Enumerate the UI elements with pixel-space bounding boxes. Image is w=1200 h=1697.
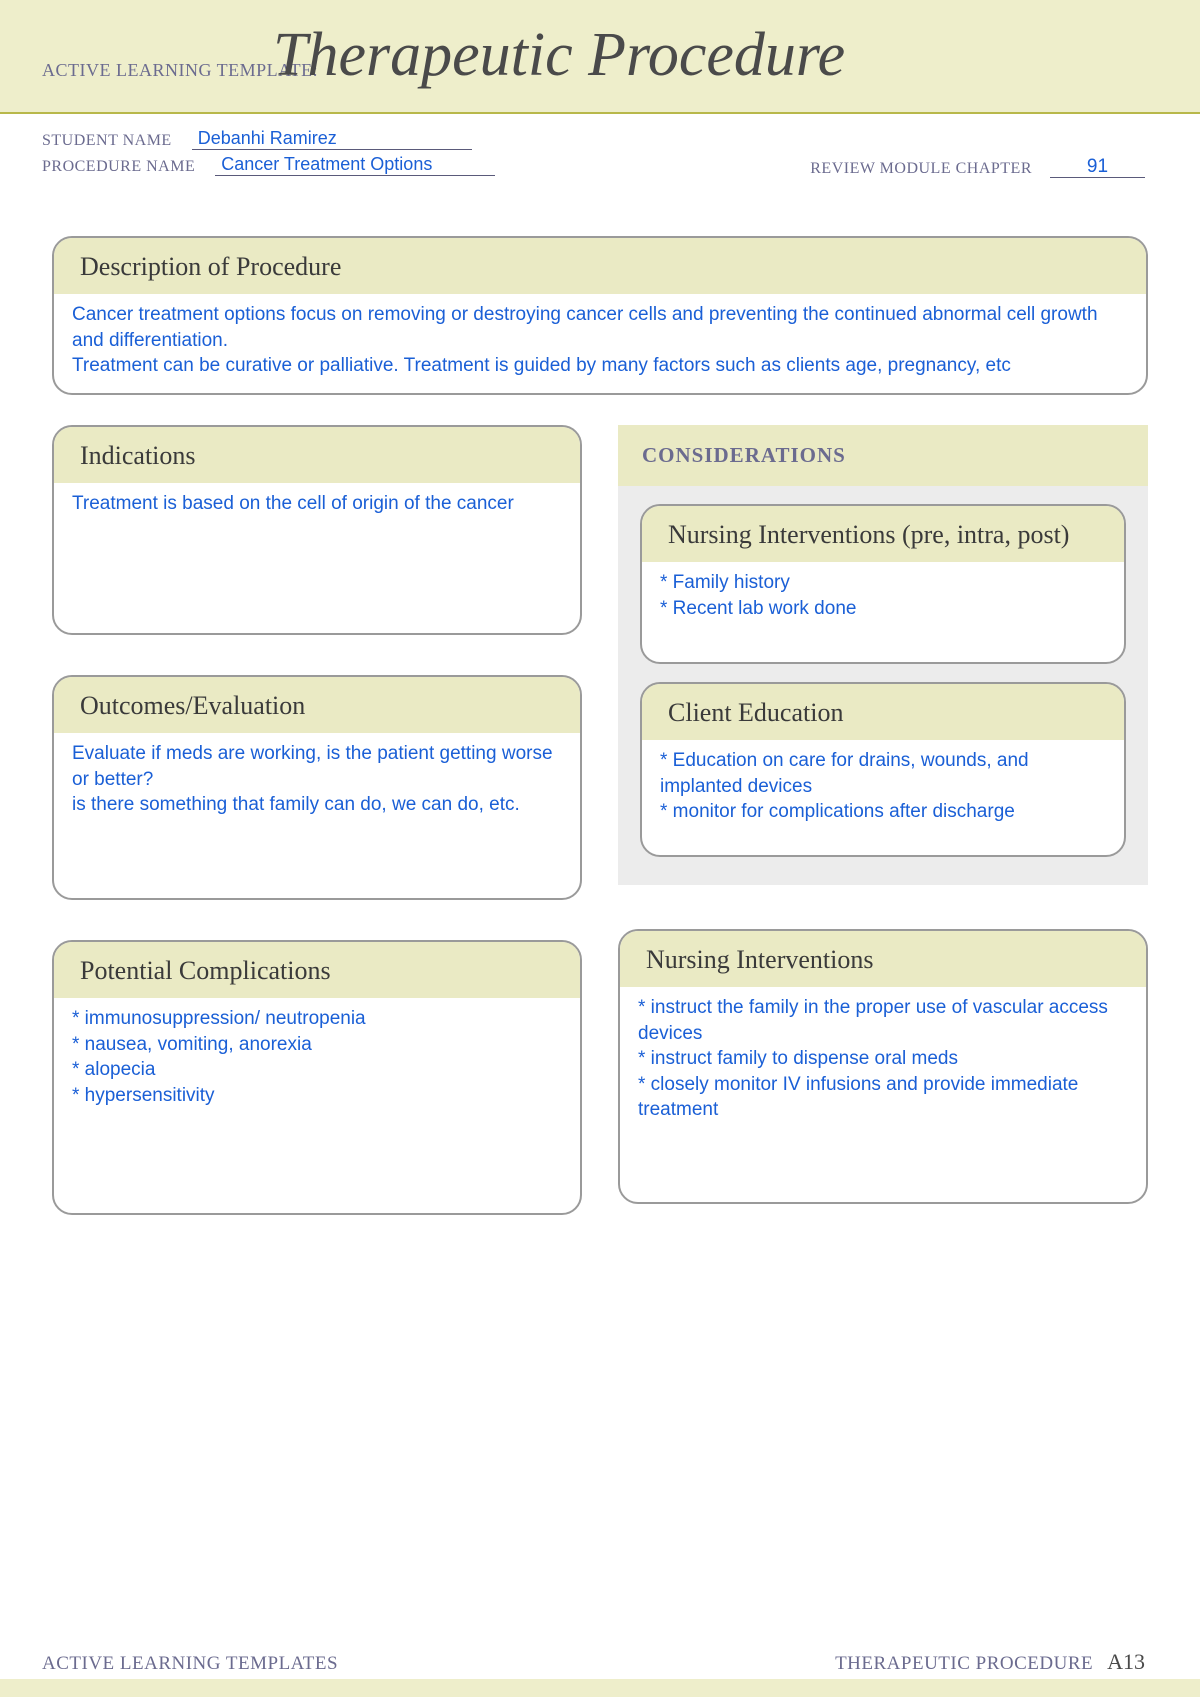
footer-left: ACTIVE LEARNING TEMPLATES [42, 1653, 338, 1675]
header-band: ACTIVE LEARNING TEMPLATE: Therapeutic Pr… [0, 0, 1200, 114]
client-education-body: * Education on care for drains, wounds, … [642, 740, 1124, 855]
content-area: Description of Procedure Cancer treatmen… [0, 192, 1200, 1215]
nursing-pre-body: * Family history * Recent lab work done [642, 562, 1124, 662]
nursing-interventions-body: * instruct the family in the proper use … [620, 987, 1146, 1202]
nursing-pre-title: Nursing Interventions (pre, intra, post) [642, 506, 1124, 562]
nursing-interventions-title: Nursing Interventions [620, 931, 1146, 987]
chapter-value: 91 [1050, 156, 1145, 178]
footer-right: THERAPEUTIC PROCEDURE [835, 1653, 1093, 1674]
nursing-interventions-box: Nursing Interventions * instruct the fam… [618, 929, 1148, 1204]
indications-body: Treatment is based on the cell of origin… [54, 483, 580, 633]
indications-title: Indications [54, 427, 580, 483]
info-row: STUDENT NAME Debanhi Ramirez PROCEDURE N… [0, 114, 1200, 192]
complications-title: Potential Complications [54, 942, 580, 998]
outcomes-title: Outcomes/Evaluation [54, 677, 580, 733]
chapter-label: REVIEW MODULE CHAPTER [810, 160, 1032, 178]
procedure-name-label: PROCEDURE NAME [42, 158, 195, 176]
outcomes-body: Evaluate if meds are working, is the pat… [54, 733, 580, 898]
outcomes-box: Outcomes/Evaluation Evaluate if meds are… [52, 675, 582, 900]
footer-page: A13 [1107, 1649, 1145, 1674]
page-title: Therapeutic Procedure [273, 20, 845, 91]
client-education-box: Client Education * Education on care for… [640, 682, 1126, 857]
description-box: Description of Procedure Cancer treatmen… [52, 236, 1148, 395]
indications-box: Indications Treatment is based on the ce… [52, 425, 582, 635]
student-name-value: Debanhi Ramirez [192, 128, 472, 150]
footer-band [0, 1679, 1200, 1697]
nursing-pre-box: Nursing Interventions (pre, intra, post)… [640, 504, 1126, 664]
complications-body: * immunosuppression/ neutropenia * nause… [54, 998, 580, 1213]
student-name-label: STUDENT NAME [42, 132, 172, 150]
client-education-title: Client Education [642, 684, 1124, 740]
considerations-label: CONSIDERATIONS [618, 425, 1148, 486]
considerations-section: CONSIDERATIONS Nursing Interventions (pr… [618, 425, 1148, 885]
footer: ACTIVE LEARNING TEMPLATES THERAPEUTIC PR… [0, 1639, 1200, 1675]
procedure-name-value: Cancer Treatment Options [215, 154, 495, 176]
description-title: Description of Procedure [54, 238, 1146, 294]
complications-box: Potential Complications * immunosuppress… [52, 940, 582, 1215]
description-body: Cancer treatment options focus on removi… [54, 294, 1146, 393]
